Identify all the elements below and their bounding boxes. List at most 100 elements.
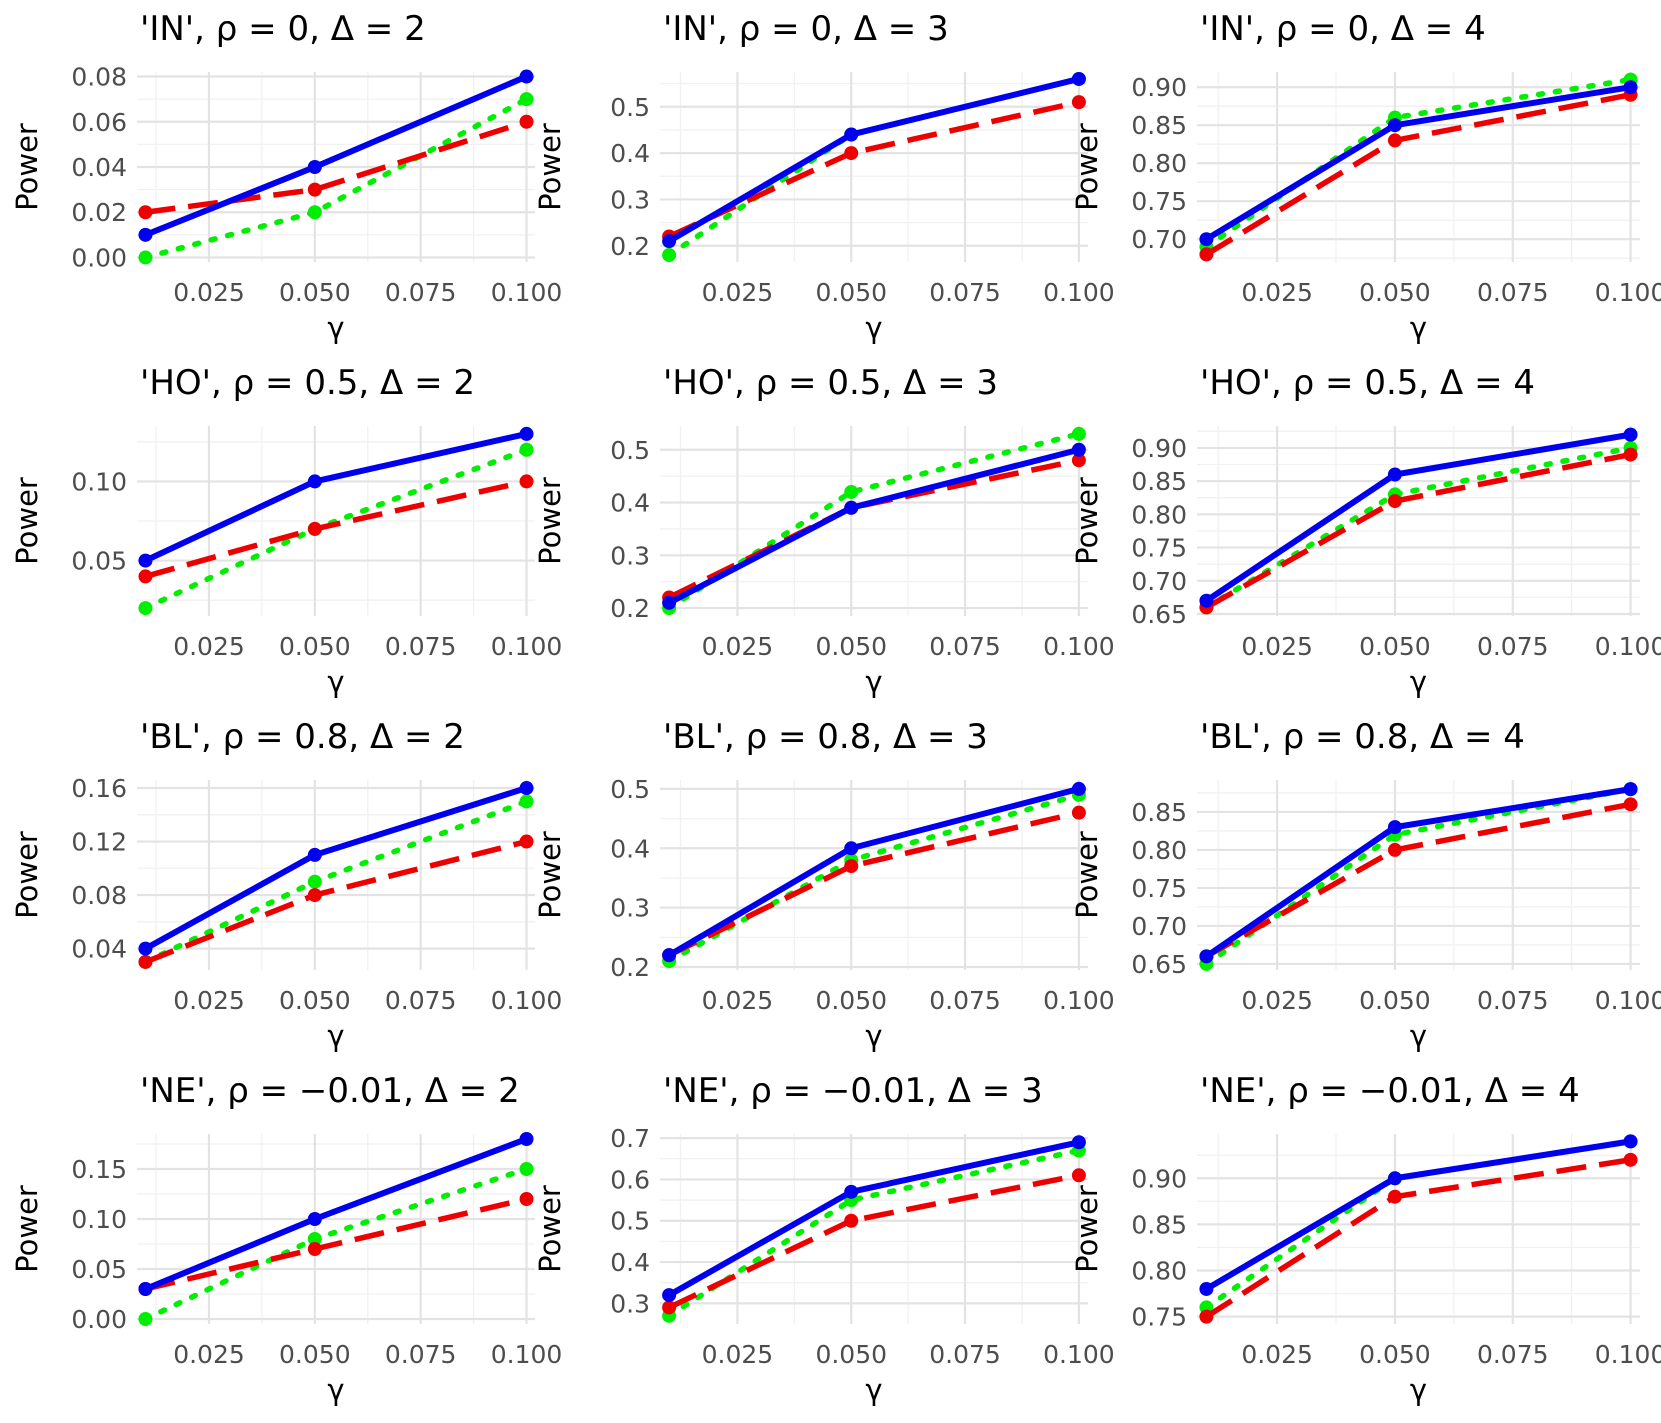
y-tick-label: 0.85	[1131, 467, 1187, 496]
x-tick-label: 0.025	[1241, 1340, 1313, 1369]
x-tick-label: 0.050	[1359, 1340, 1431, 1369]
y-tick-label: 0.90	[1131, 434, 1187, 463]
panel-title: 'NE', ρ = −0.01, Δ = 4	[1200, 1071, 1580, 1111]
x-axis-label: γ	[865, 311, 882, 345]
x-tick-label: 0.100	[1595, 278, 1661, 307]
series-solid-point	[519, 781, 534, 796]
x-tick-label: 0.050	[815, 278, 887, 307]
series-solid-point	[1071, 442, 1086, 457]
x-axis-label: γ	[327, 665, 344, 699]
series-dashed-point	[307, 182, 322, 197]
series-solid-point	[1387, 467, 1402, 482]
panel-title: 'IN', ρ = 0, Δ = 3	[663, 9, 949, 49]
series-solid-line	[667, 786, 1080, 958]
series-dashed-point	[138, 569, 153, 584]
y-tick-label: 0.00	[71, 243, 127, 272]
series-dashed-point	[1387, 1189, 1402, 1204]
series-dashed-point	[1623, 447, 1638, 462]
y-axis-label: Power	[1070, 831, 1104, 919]
y-tick-label: 0.2	[610, 594, 650, 623]
x-tick-label: 0.050	[815, 986, 887, 1015]
series-solid-point	[662, 948, 677, 963]
y-tick-label: 0.10	[71, 1205, 127, 1234]
panel-4: 'HO', ρ = 0.5, Δ = 2 0.05 0.10 0.025 0.050 0.…	[10, 363, 562, 699]
panel-10: 'NE', ρ = −0.01, Δ = 2 0.00 0.05 0.10 0.15 0.…	[10, 1071, 562, 1407]
panel-title: 'IN', ρ = 0, Δ = 4	[1200, 9, 1486, 49]
gridlines	[660, 72, 1088, 262]
gridlines	[137, 1134, 535, 1324]
panel-8: 'BL', ρ = 0.8, Δ = 3 0.2 0.3 0.4 0.5 0.025 0.0…	[533, 717, 1115, 1053]
series-solid-point	[844, 841, 859, 856]
y-tick-label: 0.04	[71, 153, 127, 182]
panel-3: 'IN', ρ = 0, Δ = 4 0.70 0.75 0.80 0.85 0.90 0.…	[1070, 9, 1661, 345]
series-solid-point	[138, 1282, 153, 1296]
x-tick-label: 0.075	[1477, 278, 1549, 307]
series-solid-point	[1199, 1281, 1214, 1296]
y-axis-label: Power	[10, 831, 44, 919]
series-solid-point	[1071, 71, 1086, 86]
y-tick-label: 0.7	[610, 1124, 650, 1153]
series-dotted-line	[666, 1147, 1082, 1319]
series-solid-point	[519, 426, 534, 441]
y-tick-label: 0.05	[71, 547, 127, 576]
panel-title: 'HO', ρ = 0.5, Δ = 2	[140, 363, 475, 403]
series-solid-point	[662, 234, 677, 249]
gridlines	[660, 426, 1088, 616]
panel-title: 'NE', ρ = −0.01, Δ = 3	[663, 1071, 1043, 1111]
y-tick-label: 0.4	[610, 489, 650, 518]
series-solid-point	[307, 1212, 322, 1226]
series-solid-point	[1623, 1134, 1638, 1149]
x-axis-label: γ	[327, 1373, 344, 1407]
series-dotted-line	[142, 447, 530, 611]
y-tick-label: 0.3	[610, 894, 650, 923]
series-dashed-line	[144, 838, 528, 965]
series-dashed-point	[844, 859, 859, 874]
series-solid-line	[144, 1136, 528, 1292]
x-tick-label: 0.025	[1241, 632, 1313, 661]
series-dotted-point	[662, 248, 677, 263]
y-tick-label: 0.80	[1131, 500, 1187, 529]
panel-title: 'BL', ρ = 0.8, Δ = 3	[663, 717, 988, 757]
gridlines	[137, 780, 535, 970]
series-dashed-line	[667, 457, 1080, 600]
y-tick-label: 0.75	[1131, 874, 1187, 903]
x-axis-label: γ	[1410, 1019, 1427, 1053]
series-dashed-point	[1199, 247, 1214, 262]
series-dotted-line	[142, 96, 530, 261]
x-tick-label: 0.100	[1595, 986, 1661, 1015]
y-tick-label: 0.5	[610, 436, 650, 465]
series-solid-point	[307, 160, 322, 174]
x-tick-label: 0.050	[1359, 632, 1431, 661]
series-dashed-point	[1623, 1152, 1638, 1167]
y-tick-label: 0.70	[1131, 912, 1187, 941]
x-tick-label: 0.050	[279, 632, 351, 661]
x-axis-label: γ	[327, 1019, 344, 1053]
series-dotted-point	[519, 92, 534, 107]
series-solid-point	[844, 127, 859, 142]
x-axis-label: γ	[865, 1019, 882, 1053]
series-solid-point	[1199, 949, 1214, 964]
series-dashed-point	[138, 205, 153, 220]
series-dashed-point	[1071, 1168, 1086, 1183]
gridlines	[660, 1134, 1088, 1324]
y-tick-label: 0.75	[1131, 187, 1187, 216]
y-tick-label: 0.90	[1131, 73, 1187, 102]
y-tick-label: 0.08	[71, 63, 127, 92]
series-solid-point	[1623, 427, 1638, 442]
series-dashed-point	[307, 1242, 322, 1256]
x-tick-label: 0.075	[1477, 632, 1549, 661]
y-tick-label: 0.85	[1131, 1210, 1187, 1239]
series-dashed-point	[844, 1213, 859, 1228]
series-solid-point	[519, 1132, 534, 1146]
y-tick-label: 0.4	[610, 834, 650, 863]
series-solid-point	[307, 847, 322, 862]
y-axis-label: Power	[533, 123, 567, 211]
series-solid-point	[1387, 820, 1402, 835]
y-axis-label: Power	[533, 477, 567, 565]
x-tick-label: 0.025	[702, 986, 774, 1015]
y-tick-label: 0.75	[1131, 534, 1187, 563]
x-tick-label: 0.100	[1595, 1340, 1661, 1369]
x-axis-label: γ	[865, 1373, 882, 1407]
series-dotted-point	[138, 250, 153, 265]
